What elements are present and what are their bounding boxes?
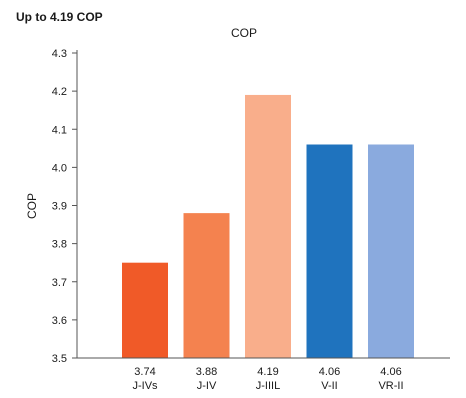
bar-vr-ii bbox=[368, 144, 414, 358]
bar-value-label: 4.06 bbox=[319, 366, 340, 378]
y-tick-label: 3.6 bbox=[52, 315, 67, 327]
x-category-label: VR-II bbox=[378, 380, 403, 392]
category-labels: 3.74 J-IVs 3.88 J-IV 4.19 J-IIIL 4.06 V-II 4.06 V… bbox=[132, 366, 403, 392]
y-tick-label: 3.8 bbox=[52, 239, 67, 251]
bar-j-iv bbox=[183, 213, 230, 358]
y-tick-label: 3.7 bbox=[52, 277, 67, 289]
bar-value-label: 3.88 bbox=[196, 366, 217, 378]
y-tick-label: 4.0 bbox=[52, 162, 67, 174]
bar-value-label: 3.74 bbox=[134, 366, 155, 378]
x-category-label: J-IIIL bbox=[256, 380, 280, 392]
x-category-label: J-IV bbox=[197, 380, 217, 392]
bars-group bbox=[122, 94, 414, 358]
bar-v-ii bbox=[306, 144, 353, 358]
y-tick-label: 3.5 bbox=[52, 353, 67, 365]
bar-value-label: 4.06 bbox=[380, 366, 401, 378]
y-tick-label: 4.3 bbox=[52, 48, 67, 60]
y-tick-label: 3.9 bbox=[52, 201, 67, 213]
bar-j-ivs bbox=[122, 262, 168, 358]
y-tick-label: 4.2 bbox=[52, 86, 67, 98]
bar-j-iiil bbox=[245, 94, 291, 358]
chart-title: COP bbox=[231, 26, 257, 40]
bar-value-label: 4.19 bbox=[257, 366, 278, 378]
x-category-label: J-IVs bbox=[132, 380, 158, 392]
y-axis-label: COP bbox=[25, 193, 39, 219]
x-category-label: V-II bbox=[321, 380, 338, 392]
chart-headline: Up to 4.19 COP bbox=[16, 10, 103, 24]
y-tick-label: 4.1 bbox=[52, 124, 67, 136]
y-axis-ticks: 3.5 3.6 3.7 3.8 3.9 4.0 4.1 4.2 4.3 bbox=[52, 48, 77, 365]
